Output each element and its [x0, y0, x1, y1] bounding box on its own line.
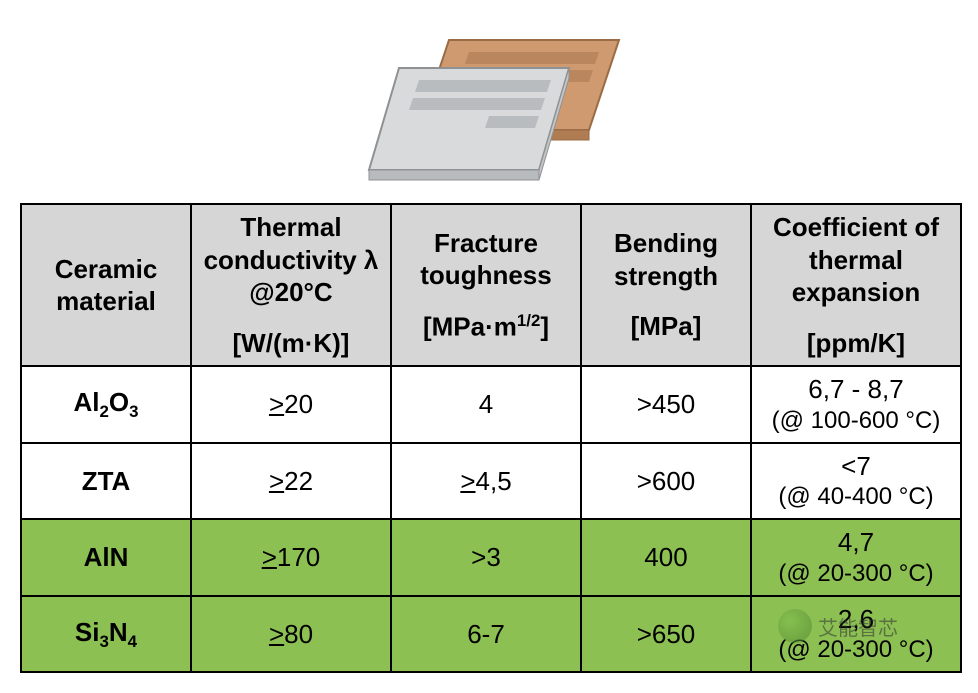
cell-material: ZTA — [21, 443, 191, 520]
cell-cte: 4,7(@ 20-300 °C) — [751, 519, 961, 596]
table-row: Al2O3>204>4506,7 - 8,7(@ 100-600 °C) — [21, 366, 961, 443]
col-cte-unit: [ppm/K] — [756, 327, 956, 360]
cell-cte: 6,7 - 8,7(@ 100-600 °C) — [751, 366, 961, 443]
cell-bending: >600 — [581, 443, 751, 520]
cell-material: AlN — [21, 519, 191, 596]
cell-fracture: >3 — [391, 519, 581, 596]
cell-material: Al2O3 — [21, 366, 191, 443]
cell-fracture: >4,5 — [391, 443, 581, 520]
cell-thermal: >170 — [191, 519, 391, 596]
cell-bending: 400 — [581, 519, 751, 596]
col-material: Ceramic material — [21, 204, 191, 366]
col-thermal: Thermal conductivity λ @20°C [W/(m·K)] — [191, 204, 391, 366]
col-bending-unit: [MPa] — [586, 310, 746, 343]
col-thermal-unit: [W/(m·K)] — [196, 327, 386, 360]
col-fracture: Fracture toughness [MPa·m1/2] — [391, 204, 581, 366]
col-cte-title: Coefficient of thermal expansion — [756, 211, 956, 309]
substrate-illustration — [20, 20, 958, 185]
col-cte: Coefficient of thermal expansion [ppm/K] — [751, 204, 961, 366]
cell-bending: >450 — [581, 366, 751, 443]
table-row: ZTA>22>4,5>600<7(@ 40-400 °C) — [21, 443, 961, 520]
cell-fracture: 6-7 — [391, 596, 581, 673]
col-fracture-unit: [MPa·m1/2] — [396, 310, 576, 343]
cell-cte: <7(@ 40-400 °C) — [751, 443, 961, 520]
table-header-row: Ceramic material Thermal conductivity λ … — [21, 204, 961, 366]
cell-thermal: >20 — [191, 366, 391, 443]
cell-thermal: >80 — [191, 596, 391, 673]
watermark: 艾能智芯 — [778, 609, 898, 643]
cell-bending: >650 — [581, 596, 751, 673]
cell-fracture: 4 — [391, 366, 581, 443]
col-bending-title: Bending strength — [586, 227, 746, 292]
col-bending: Bending strength [MPa] — [581, 204, 751, 366]
watermark-text: 艾能智芯 — [818, 612, 898, 641]
cell-material: Si3N4 — [21, 596, 191, 673]
col-material-title: Ceramic material — [26, 253, 186, 318]
table-row: AlN>170>34004,7(@ 20-300 °C) — [21, 519, 961, 596]
col-thermal-title: Thermal conductivity λ @20°C — [196, 211, 386, 309]
cell-thermal: >22 — [191, 443, 391, 520]
col-fracture-title: Fracture toughness — [396, 227, 576, 292]
watermark-icon — [778, 609, 812, 643]
ceramic-properties-table: Ceramic material Thermal conductivity λ … — [20, 203, 962, 673]
